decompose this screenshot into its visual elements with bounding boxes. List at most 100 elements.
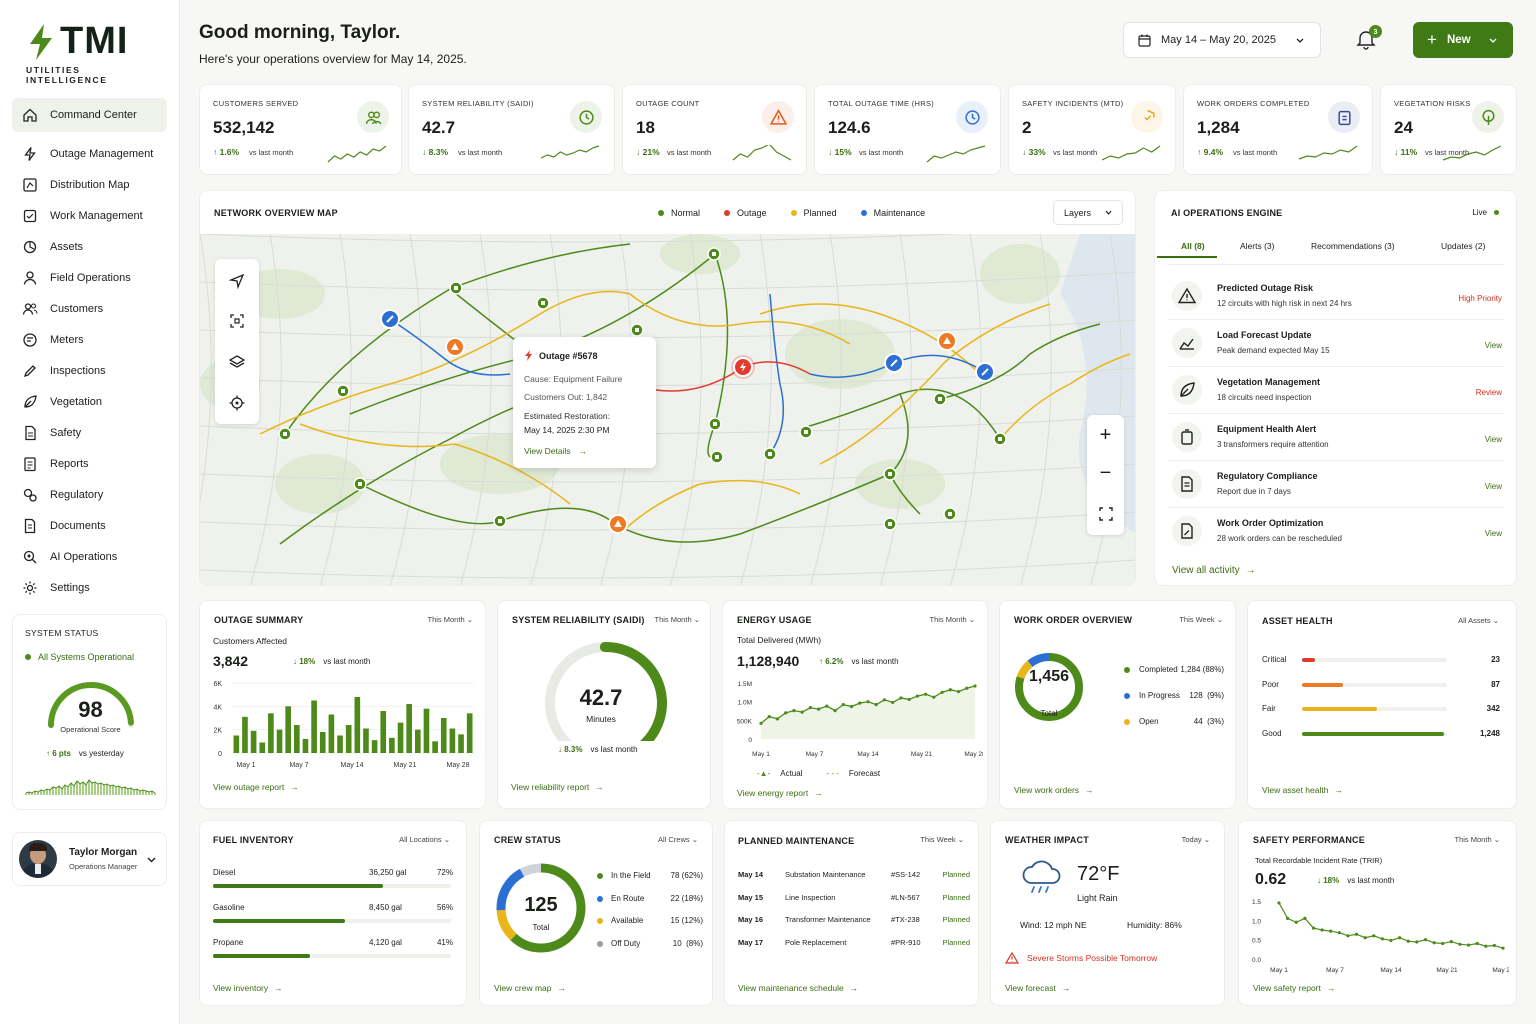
sidebar-item-customers[interactable]: Customers <box>12 293 167 324</box>
sidebar-item-settings[interactable]: Settings <box>12 572 167 603</box>
ai-item-action[interactable]: View <box>1484 529 1502 538</box>
view-work-orders-link[interactable]: View work orders → <box>1014 785 1094 795</box>
tab-updates[interactable]: Updates (2) <box>1441 241 1486 251</box>
ai-activity-item[interactable]: Work Order Optimization 28 work orders ca… <box>1169 508 1504 555</box>
substation-marker[interactable] <box>278 427 292 441</box>
view-inventory-link[interactable]: View inventory → <box>213 983 283 993</box>
sidebar-item-safety[interactable]: Safety <box>12 417 167 448</box>
substation-marker[interactable] <box>353 477 367 491</box>
maintenance-marker[interactable] <box>380 309 400 329</box>
sidebar-item-documents[interactable]: Documents <box>12 510 167 541</box>
substation-marker[interactable] <box>707 247 721 261</box>
maintenance-row[interactable]: May 17 Pole Replacement #PR-910 Planned <box>738 938 972 961</box>
data-point <box>1311 926 1316 930</box>
period-dropdown[interactable]: All Crews ⌄ <box>657 835 698 844</box>
ai-activity-item[interactable]: Load Forecast Update Peak demand expected… <box>1169 320 1504 367</box>
substation-marker[interactable] <box>708 417 722 431</box>
ai-activity-item[interactable]: Predicted Outage Risk 12 circuits with hi… <box>1169 273 1504 320</box>
view-safety-report-link[interactable]: View safety report → <box>1253 983 1335 993</box>
substation-marker[interactable] <box>883 467 897 481</box>
navigate-icon[interactable] <box>229 273 245 289</box>
period-dropdown[interactable]: This Month ⌄ <box>427 615 473 624</box>
maintenance-marker[interactable] <box>975 362 995 382</box>
sidebar-item-command-center[interactable]: Command Center <box>12 98 167 132</box>
tab-recommendations[interactable]: Recommendations (3) <box>1311 241 1395 251</box>
planned-warning-marker[interactable] <box>445 337 465 357</box>
sidebar-item-vegetation[interactable]: Vegetation <box>12 386 167 417</box>
ai-item-action[interactable]: View <box>1484 482 1502 491</box>
new-button[interactable]: + New <box>1413 22 1513 58</box>
view-energy-report-link[interactable]: View energy report → <box>737 788 823 798</box>
notifications-button[interactable]: 3 <box>1355 25 1382 52</box>
substation-marker[interactable] <box>536 296 550 310</box>
substation-marker[interactable] <box>336 384 350 398</box>
logo[interactable]: TMI UTILITIES INTELLIGENCE <box>26 20 156 85</box>
planned-warning-marker[interactable] <box>608 514 628 534</box>
ai-item-action[interactable]: Review <box>1475 388 1502 397</box>
sidebar-item-outage-management[interactable]: Outage Management <box>12 138 167 169</box>
substation-marker[interactable] <box>449 281 463 295</box>
substation-marker[interactable] <box>710 450 724 464</box>
sidebar-item-assets[interactable]: Assets <box>12 231 167 262</box>
planned-warning-marker[interactable] <box>937 331 957 351</box>
substation-marker[interactable] <box>630 323 644 337</box>
chevron-down-icon[interactable] <box>147 857 156 863</box>
outage-marker[interactable] <box>731 355 755 379</box>
substation-marker[interactable] <box>883 517 897 531</box>
substation-marker[interactable] <box>763 447 777 461</box>
view-asset-health-link[interactable]: View asset health → <box>1262 785 1343 795</box>
ai-activity-item[interactable]: Vegetation Management 18 circuits need in… <box>1169 367 1504 414</box>
period-dropdown[interactable]: All Locations ⌄ <box>399 835 450 844</box>
sidebar-item-work-management[interactable]: Work Management <box>12 200 167 231</box>
sidebar-item-distribution-map[interactable]: Distribution Map <box>12 169 167 200</box>
period-dropdown[interactable]: This Month ⌄ <box>929 615 975 624</box>
data-point <box>825 704 829 708</box>
sidebar-item-regulatory[interactable]: Regulatory <box>12 479 167 510</box>
ai-item-action[interactable]: View <box>1484 341 1502 350</box>
view-details-link[interactable]: View Details → <box>524 446 587 456</box>
maintenance-marker[interactable] <box>884 353 904 373</box>
maintenance-row[interactable]: May 15 Line Inspection #LN-567 Planned <box>738 893 972 916</box>
sidebar-item-meters[interactable]: Meters <box>12 324 167 355</box>
view-forecast-link[interactable]: View forecast → <box>1005 983 1070 993</box>
ai-activity-item[interactable]: Equipment Health Alert 3 transformers req… <box>1169 414 1504 461</box>
select-area-icon[interactable] <box>229 313 245 329</box>
period-dropdown[interactable]: This Month ⌄ <box>654 615 700 624</box>
zoom-in-button[interactable]: + <box>1099 424 1112 446</box>
period-dropdown[interactable]: This Week ⌄ <box>1179 615 1223 624</box>
layers-dropdown[interactable]: Layers <box>1053 200 1123 225</box>
network-map[interactable] <box>200 234 1136 586</box>
zoom-out-button[interactable]: − <box>1099 462 1112 484</box>
period-dropdown[interactable]: Today ⌄ <box>1181 835 1210 844</box>
sidebar-item-inspections[interactable]: Inspections <box>12 355 167 386</box>
ai-item-action[interactable]: View <box>1484 435 1502 444</box>
substation-marker[interactable] <box>493 514 507 528</box>
substation-marker[interactable] <box>799 425 813 439</box>
maintenance-row[interactable]: May 14 Substation Maintenance #SS-142 Plann… <box>738 870 972 893</box>
sidebar-item-field-operations[interactable]: Field Operations <box>12 262 167 293</box>
sidebar-item-reports[interactable]: Reports <box>12 448 167 479</box>
ai-item-action[interactable]: High Priority <box>1458 294 1502 303</box>
fullscreen-icon[interactable] <box>1099 507 1113 521</box>
date-range-picker[interactable]: May 14 – May 20, 2025 <box>1123 22 1321 58</box>
period-dropdown[interactable]: This Month ⌄ <box>1454 835 1500 844</box>
tab-alerts[interactable]: Alerts (3) <box>1240 241 1275 251</box>
sidebar-item-ai-operations[interactable]: AI Operations <box>12 541 167 572</box>
substation-marker[interactable] <box>943 507 957 521</box>
view-maintenance-schedule-link[interactable]: View maintenance schedule → <box>738 983 858 993</box>
view-reliability-report-link[interactable]: View reliability report → <box>511 782 604 792</box>
period-dropdown[interactable]: All Assets ⌄ <box>1458 616 1499 625</box>
maintenance-row[interactable]: May 16 Transformer Maintenance #TX-238 Plan… <box>738 915 972 938</box>
layers-icon[interactable] <box>229 354 245 370</box>
locate-icon[interactable] <box>229 395 245 411</box>
substation-marker[interactable] <box>933 392 947 406</box>
view-outage-report-link[interactable]: View outage report → <box>213 782 299 792</box>
substation-marker[interactable] <box>993 432 1007 446</box>
view-all-activity-link[interactable]: View all activity → <box>1172 565 1256 576</box>
period-dropdown[interactable]: This Week ⌄ <box>920 835 964 844</box>
view-crew-map-link[interactable]: View crew map → <box>494 983 566 993</box>
tab-all[interactable]: All (8) <box>1181 241 1205 251</box>
weather-alert-label: Severe Storms Possible Tomorrow <box>1027 953 1158 963</box>
user-profile-card[interactable]: Taylor Morgan Operations Manager <box>12 832 167 886</box>
ai-activity-item[interactable]: Regulatory Compliance Report due in 7 day… <box>1169 461 1504 508</box>
